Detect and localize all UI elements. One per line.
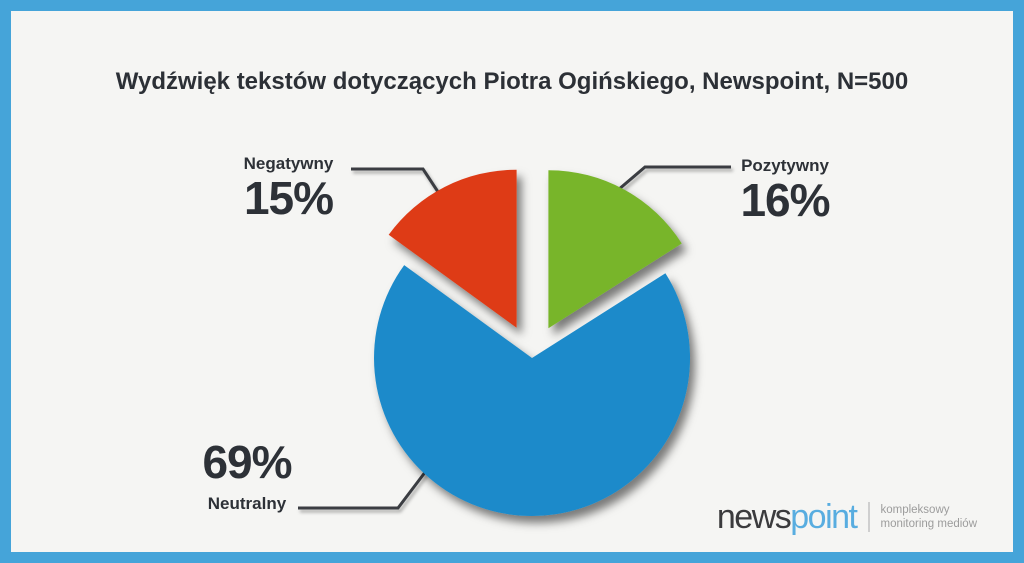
neutral-slice-value: 69% <box>202 436 292 488</box>
logo-point-text: point <box>790 498 858 536</box>
pie-slice-negatywny <box>388 169 517 328</box>
pie-slice-neutralny <box>374 265 691 516</box>
chart-title: Wydźwięk tekstów dotyczących Piotra Ogiń… <box>115 68 909 95</box>
neutral-slice-label: Neutralny <box>207 494 287 513</box>
neutral-callout-line <box>298 470 428 510</box>
logo-news-text: news <box>716 498 792 536</box>
positive-slice-label: Pozytywny <box>741 156 829 175</box>
neutral-callout: 69% Neutralny <box>159 438 335 514</box>
positive-callout-line <box>617 165 731 192</box>
negative-callout-line <box>351 167 446 202</box>
newspoint-logo: newspoint kompleksowy monitoring mediów <box>717 500 977 534</box>
pie-slices <box>374 169 691 516</box>
negative-slice-label: Negatywny <box>243 154 334 173</box>
tagline-line2: monitoring mediów <box>880 518 977 530</box>
callout-lines <box>298 165 731 510</box>
negative-callout: Negatywny 15% <box>201 154 376 222</box>
pie-slice-pozytywny <box>548 170 682 329</box>
positive-slice-value: 16% <box>740 174 830 226</box>
newspoint-wordmark: newspoint <box>716 498 858 536</box>
positive-callout: Pozytywny 16% <box>701 156 869 224</box>
logo-divider <box>868 502 871 532</box>
tagline-line1: kompleksowy <box>880 503 950 516</box>
logo-tagline: kompleksowy monitoring mediów <box>880 503 977 532</box>
pie-chart <box>298 165 731 516</box>
negative-slice-value: 15% <box>243 172 334 224</box>
